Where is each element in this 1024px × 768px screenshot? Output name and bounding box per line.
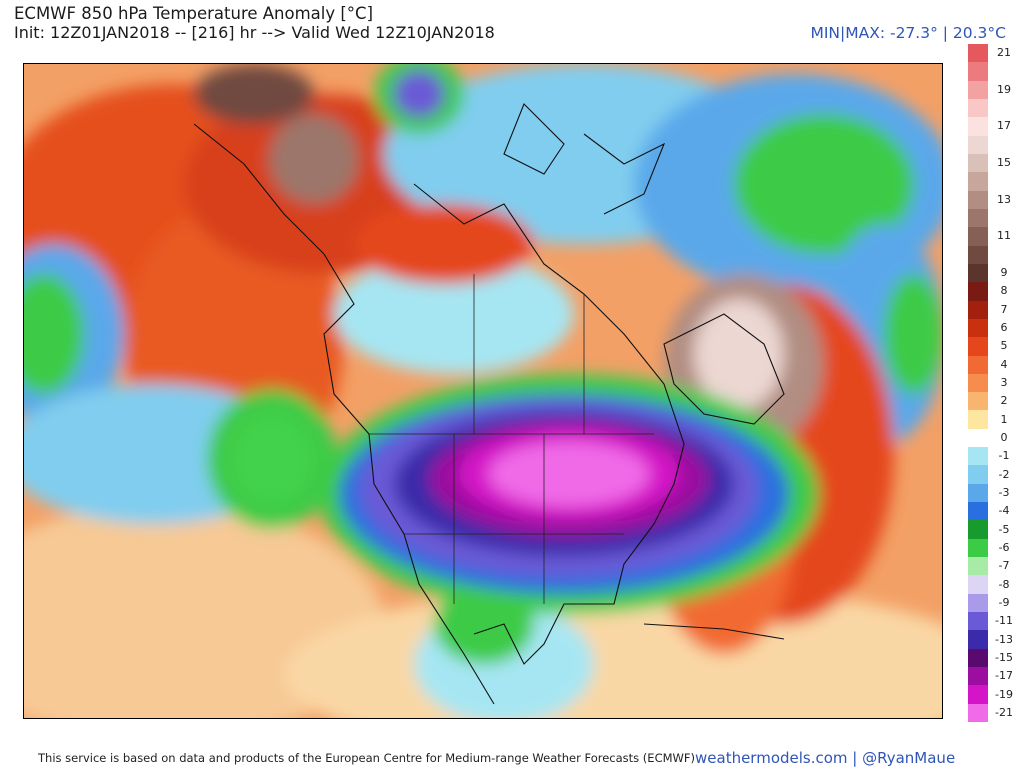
legend-label: 1: [1000, 412, 1008, 426]
legend-label: 6: [1000, 321, 1008, 335]
legend-label: 8: [1000, 284, 1008, 298]
legend-label: 0: [1000, 430, 1008, 444]
color-legend: 21 19 17 15 13 11 9 8 7 6 5 4 3 2 1 0 -1 -2 -3 -4 -5 -6 -7 -8 -9…: [968, 44, 1018, 723]
legend-swatch: [968, 227, 988, 247]
legend-swatch: [968, 483, 988, 503]
legend-label: -13: [995, 632, 1013, 646]
legend-label: -2: [998, 467, 1010, 481]
legend-label: -11: [995, 614, 1013, 628]
legend-label: -9: [998, 595, 1010, 609]
legend-label: -3: [998, 485, 1010, 499]
legend-label: 4: [1000, 357, 1008, 371]
legend-swatch: [968, 135, 988, 155]
legend-swatch: [968, 612, 988, 631]
site-credit[interactable]: weathermodels.com | @RyanMaue: [695, 749, 956, 767]
legend-label: -17: [995, 669, 1013, 683]
legend-swatch: [968, 318, 988, 338]
legend-swatch: [968, 648, 988, 668]
legend-swatch: [968, 98, 988, 118]
legend-label: -7: [998, 559, 1010, 573]
legend-swatch: [968, 172, 988, 192]
legend-label: 17: [997, 119, 1011, 133]
anomaly-map-canvas: [24, 64, 942, 718]
legend-swatch: [968, 575, 988, 595]
legend-swatch: [968, 245, 988, 265]
legend-swatch: [968, 630, 988, 650]
legend-label: 7: [1000, 302, 1008, 316]
legend-label: 11: [997, 229, 1011, 243]
legend-label: -15: [995, 650, 1013, 664]
legend-label: -6: [998, 540, 1010, 554]
legend-label: -5: [998, 522, 1010, 536]
legend-swatch: [968, 282, 988, 302]
legend-label: 3: [1000, 376, 1008, 389]
legend-swatch: [968, 703, 988, 723]
legend-label: 13: [997, 192, 1011, 206]
legend-swatch: [968, 117, 988, 137]
legend-swatch: [968, 557, 988, 576]
data-credit: This service is based on data and produc…: [38, 751, 695, 765]
legend-swatch: [968, 44, 988, 63]
legend-label: -21: [995, 705, 1013, 719]
legend-label: 21: [997, 46, 1011, 60]
legend-swatch: [968, 373, 988, 393]
legend-swatch: [968, 428, 988, 448]
legend-swatch: [968, 502, 988, 521]
legend-swatch: [968, 593, 988, 613]
legend-swatch: [968, 392, 988, 411]
legend-label: 9: [1000, 266, 1008, 280]
coastlines: [193, 103, 785, 705]
legend-swatch: [968, 447, 988, 466]
legend-label: -4: [998, 504, 1010, 518]
anomaly-blobs: [24, 64, 942, 718]
anomaly-map: [23, 63, 943, 719]
legend-label: -19: [995, 687, 1013, 701]
legend-swatch: [968, 667, 988, 686]
legend-label: 5: [1000, 339, 1008, 353]
legend-swatch: [968, 190, 988, 210]
legend-label: 19: [997, 82, 1011, 96]
borders: [369, 274, 654, 604]
legend-label: 2: [1000, 394, 1008, 408]
legend-swatch: [968, 300, 988, 320]
legend-swatch: [968, 685, 988, 705]
legend-label: 15: [997, 156, 1011, 170]
legend-swatch: [968, 520, 988, 540]
legend-swatch: [968, 355, 988, 375]
legend-label: -8: [998, 577, 1010, 591]
legend-swatch: [968, 538, 988, 558]
min-max-readout: MIN|MAX: -27.3° | 20.3°C: [810, 24, 1006, 42]
legend-label: -1: [998, 449, 1010, 463]
legend-swatch: [968, 337, 988, 356]
legend-swatch: [968, 410, 988, 430]
legend-swatch: [968, 465, 988, 485]
legend-swatch: [968, 80, 988, 100]
legend-swatch: [968, 263, 988, 283]
map-subtitle: Init: 12Z01JAN2018 -- [216] hr --> Valid…: [14, 23, 495, 42]
legend-swatch: [968, 208, 988, 228]
legend-swatch: [968, 62, 988, 82]
legend-swatch: [968, 153, 988, 173]
map-title: ECMWF 850 hPa Temperature Anomaly [°C]: [14, 4, 374, 23]
